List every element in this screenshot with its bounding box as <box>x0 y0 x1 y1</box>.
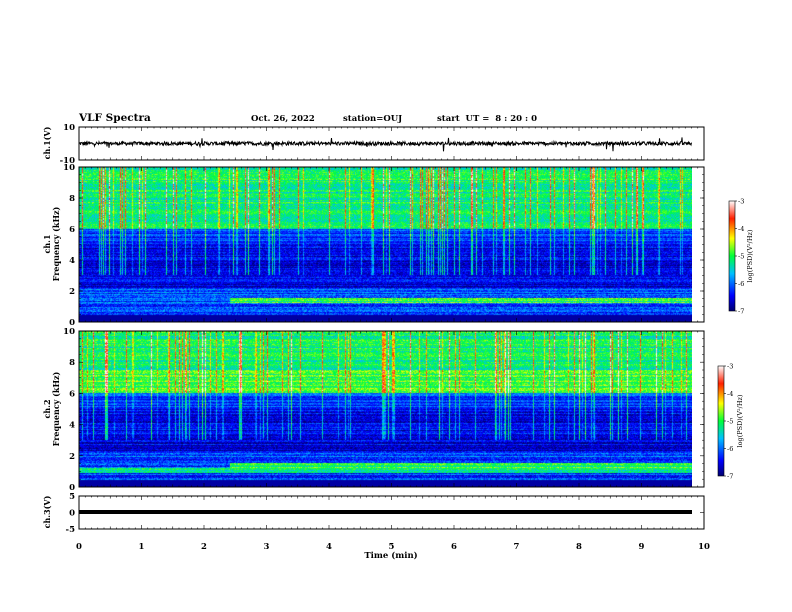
y-tick-label: 6 <box>69 389 75 399</box>
colorbar-ch1: -3 -4 -5 -6 -7 log(PSD)(V²/Hz) <box>728 198 754 316</box>
y-tick-label: 10 <box>63 163 75 173</box>
chart-title: VLF Spectra <box>79 112 151 124</box>
x-tick-label: 0 <box>76 542 82 552</box>
start-time-label: start UT = 8 : 20 : 0 <box>437 114 538 124</box>
ch1-waveform-trace <box>78 137 692 152</box>
x-tick-label: 1 <box>139 542 145 552</box>
y-tick-label: 8 <box>69 358 75 368</box>
x-tick-label: 7 <box>514 542 520 552</box>
colorbar-tick-label: -6 <box>727 445 733 453</box>
colorbar-tick-label: -5 <box>738 253 744 261</box>
y-tick-label: 0 <box>69 318 75 328</box>
y-tick-label: 4 <box>69 421 75 431</box>
y-tick-label: 10 <box>63 123 75 133</box>
date-label: Oct. 26, 2022 <box>251 114 315 124</box>
station-label: station=OUJ <box>343 114 403 124</box>
ch1-waveform-ylabel: ch.1(V) <box>42 126 52 159</box>
x-tick-label: 5 <box>389 542 395 552</box>
colorbar-tick-label: -3 <box>738 198 744 206</box>
ch1-spectrogram-panel <box>78 166 705 323</box>
ch1-waveform-panel <box>78 126 705 161</box>
colorbar-tick-label: -5 <box>727 418 733 426</box>
ch1-ylabel-line1: ch.1 <box>42 234 52 253</box>
colorbar-tick-label: -7 <box>727 473 733 481</box>
y-tick-label: 10 <box>63 327 75 337</box>
y-tick-label: -5 <box>66 525 76 535</box>
colorbar-tick-label: -4 <box>727 390 733 398</box>
x-tick-label: 3 <box>264 542 270 552</box>
x-tick-label: 6 <box>451 542 457 552</box>
x-tick-label: 9 <box>639 542 645 552</box>
x-axis-label: Time (min) <box>364 550 417 561</box>
colorbar-ch1-label: log(PSD)(V²/Hz) <box>746 229 754 282</box>
y-tick-label: 4 <box>69 256 75 266</box>
y-tick-label: 0 <box>69 483 75 493</box>
x-tick-label: 8 <box>576 542 582 552</box>
colorbar-tick-label: -4 <box>738 225 744 233</box>
y-tick-label: 6 <box>69 225 75 235</box>
colorbar-tick-label: -7 <box>738 308 744 316</box>
colorbar-ch2: -3 -4 -5 -6 -7 log(PSD)(V²/Hz) <box>717 363 744 481</box>
y-tick-label: 0 <box>69 509 75 519</box>
x-tick-label: 2 <box>201 542 207 552</box>
ch1-ylabel-line2: Frequency (kHz) <box>51 206 61 281</box>
ch2-spectrogram-panel <box>78 330 705 488</box>
ch1-spectrogram-ylabel: ch.1 Frequency (kHz) <box>42 206 61 281</box>
colorbar-ch2-label: log(PSD)(V²/Hz) <box>736 394 744 447</box>
y-tick-label: 2 <box>69 452 75 462</box>
ch3-waveform-ylabel: ch.3(V) <box>42 495 52 528</box>
y-tick-label: 8 <box>69 194 75 204</box>
ch2-spectrogram-ylabel: ch.2 Frequency (kHz) <box>42 371 61 446</box>
colorbar-tick-label: -3 <box>727 363 733 371</box>
ch3-waveform-panel <box>78 495 705 530</box>
y-tick-label: 5 <box>69 492 75 502</box>
y-tick-label: -10 <box>60 156 75 166</box>
ch2-ylabel-line1: ch.2 <box>42 399 52 418</box>
colorbar-tick-label: -6 <box>738 280 744 288</box>
ch2-ylabel-line2: Frequency (kHz) <box>51 371 61 446</box>
y-tick-label: 2 <box>69 287 75 297</box>
x-tick-label: 10 <box>698 542 710 552</box>
x-tick-label: 4 <box>326 542 332 552</box>
